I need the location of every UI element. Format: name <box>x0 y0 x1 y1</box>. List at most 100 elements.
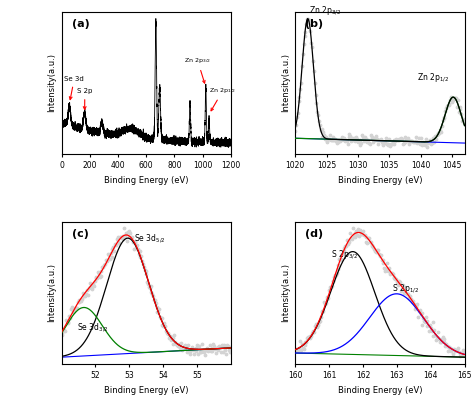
Point <box>425 139 433 146</box>
Point <box>132 238 139 244</box>
Point <box>391 137 398 143</box>
Point <box>452 348 459 354</box>
Point <box>297 80 305 86</box>
Point <box>447 93 455 100</box>
Point <box>103 257 110 263</box>
Point <box>120 236 128 243</box>
Point <box>365 137 372 143</box>
Point <box>321 136 328 142</box>
Y-axis label: Intensity(a.u.): Intensity(a.u.) <box>47 53 56 112</box>
Point <box>147 283 155 289</box>
Point <box>104 250 112 257</box>
Point <box>377 136 384 143</box>
Point <box>320 131 328 138</box>
Point <box>209 345 216 351</box>
Point <box>93 275 101 281</box>
Point <box>426 322 434 328</box>
Point <box>208 348 215 354</box>
Point <box>299 345 307 351</box>
Point <box>343 237 351 243</box>
Point <box>293 347 301 353</box>
Point <box>106 256 114 262</box>
Point <box>325 287 333 294</box>
Point <box>294 347 301 354</box>
Point <box>223 342 231 348</box>
Point <box>416 307 424 314</box>
Point <box>175 343 182 349</box>
Point <box>292 128 299 134</box>
Point <box>418 140 425 146</box>
Point <box>331 272 339 278</box>
Point <box>414 139 422 146</box>
Point <box>165 335 173 341</box>
Text: S 2p: S 2p <box>77 88 92 109</box>
Point <box>351 137 358 143</box>
Point <box>360 232 368 239</box>
Point <box>393 136 401 143</box>
Point <box>451 95 458 102</box>
Point <box>130 246 137 253</box>
Point <box>186 347 193 354</box>
Point <box>172 341 180 347</box>
Point <box>183 348 191 355</box>
Point <box>379 142 386 148</box>
Point <box>171 332 178 339</box>
Point <box>148 290 156 297</box>
Point <box>383 141 391 147</box>
Point <box>306 20 313 26</box>
Point <box>455 349 463 355</box>
Point <box>296 346 303 353</box>
Point <box>295 345 302 351</box>
Point <box>363 239 370 246</box>
Point <box>438 336 446 343</box>
Point <box>329 277 337 284</box>
Point <box>369 139 377 146</box>
Point <box>408 137 415 144</box>
Point <box>437 339 444 345</box>
Point <box>99 264 106 271</box>
Point <box>137 252 145 259</box>
Point <box>305 334 312 340</box>
Point <box>217 349 225 356</box>
Point <box>82 291 89 297</box>
Point <box>193 341 201 348</box>
Point <box>320 299 328 305</box>
Point <box>404 291 412 297</box>
Point <box>337 137 344 144</box>
Point <box>138 257 146 264</box>
Point <box>353 136 361 142</box>
Point <box>382 135 390 141</box>
Point <box>415 135 423 141</box>
Point <box>423 144 430 151</box>
Point <box>451 346 458 353</box>
Point <box>109 244 117 250</box>
Point <box>156 314 164 320</box>
Point <box>164 329 172 336</box>
X-axis label: Binding Energy (eV): Binding Energy (eV) <box>337 176 422 185</box>
Point <box>391 274 398 280</box>
Point <box>454 97 462 104</box>
Point <box>301 338 309 345</box>
Point <box>318 308 325 314</box>
Point <box>385 266 392 273</box>
Point <box>359 228 367 234</box>
Point <box>112 242 119 249</box>
Point <box>330 136 338 143</box>
Point <box>196 349 203 355</box>
Point <box>416 141 424 147</box>
Point <box>447 96 454 103</box>
Point <box>325 295 332 301</box>
Point <box>303 335 311 341</box>
Point <box>449 351 456 358</box>
Point <box>324 137 331 144</box>
Point <box>432 337 440 343</box>
Point <box>328 137 336 143</box>
Text: Zn 2p$_{3/2}$: Zn 2p$_{3/2}$ <box>184 57 211 83</box>
Point <box>365 235 372 241</box>
Point <box>314 322 322 328</box>
Point <box>418 310 425 316</box>
Point <box>317 127 324 134</box>
Point <box>151 297 159 304</box>
Point <box>396 136 403 142</box>
Point <box>401 289 409 296</box>
